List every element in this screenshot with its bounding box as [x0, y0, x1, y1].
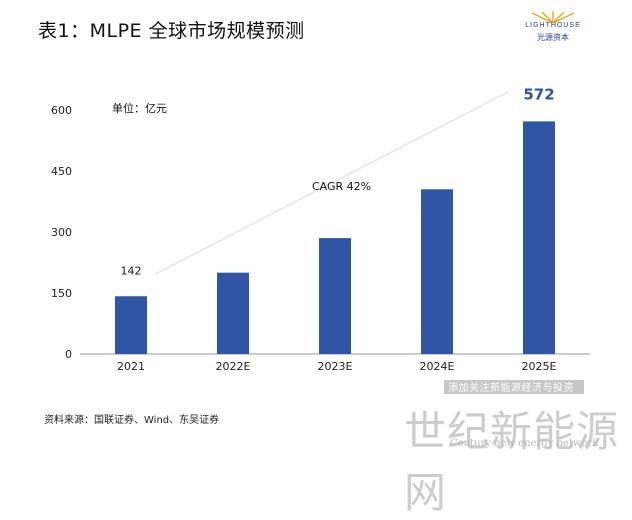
y-axis: 0 150 300 450 600	[51, 104, 72, 361]
watermark-banner: 添加关注新能源经济与投资	[448, 383, 574, 394]
y-tick-label: 450	[51, 165, 72, 178]
lighthouse-rays-icon	[531, 11, 575, 24]
bar	[217, 272, 249, 354]
logo-chinese-name: 光源资本	[537, 33, 569, 42]
cagr-arrow	[154, 90, 510, 276]
y-tick-label: 0	[65, 348, 72, 361]
bar	[115, 296, 147, 354]
unit-label: 单位：亿元	[112, 101, 167, 115]
x-tick-label: 2025E	[522, 360, 557, 373]
bar	[421, 189, 453, 354]
x-tick-label: 2024E	[420, 360, 455, 373]
bars	[115, 121, 555, 355]
data-label: 142	[121, 264, 142, 277]
watermark-sub: Century new energy network	[450, 438, 599, 449]
cagr-annotation: CAGR 42%	[312, 180, 371, 193]
bar	[319, 238, 351, 354]
logo-wordmark: LIGHTHOUSE	[525, 22, 581, 29]
chart-title: 表1：MLPE 全球市场规模预测	[38, 20, 305, 42]
x-tick-label: 2022E	[216, 360, 251, 373]
source-note: 资料来源：国联证券、Wind、东吴证券	[44, 415, 220, 426]
y-tick-label: 600	[51, 104, 72, 117]
data-labels: 142 572	[121, 85, 555, 277]
x-axis: 2021 2022E 2023E 2024E 2025E	[117, 360, 557, 373]
x-tick-label: 2021	[117, 360, 145, 373]
x-tick-label: 2023E	[318, 360, 353, 373]
watermark-main: 世纪新能源网	[404, 407, 620, 517]
watermark-banner-bg	[444, 380, 584, 394]
y-tick-label: 150	[51, 287, 72, 300]
lighthouse-logo: LIGHTHOUSE 光源资本	[512, 10, 594, 46]
bar	[523, 121, 555, 355]
y-tick-label: 300	[51, 226, 72, 239]
data-label: 572	[523, 85, 554, 103]
